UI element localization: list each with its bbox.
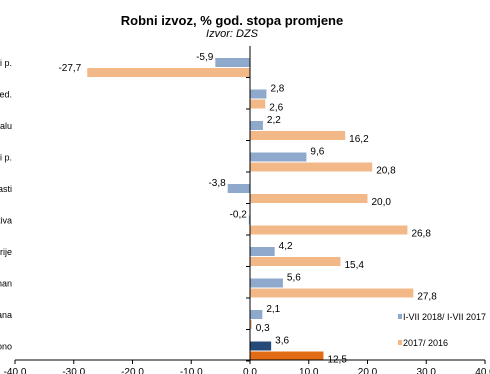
data-label-series-1: 2,1	[266, 304, 280, 315]
bar-series-1	[250, 341, 272, 351]
x-tick-label: -10.0	[180, 367, 203, 374]
legend-label-series-2: 2017/ 2016	[403, 338, 448, 348]
data-label-series-2: 27,8	[417, 292, 437, 303]
data-label-series-2: 15,4	[344, 260, 364, 271]
data-label-series-1: -0,2	[230, 210, 248, 221]
category-label: alu	[0, 121, 12, 131]
bar-series-1	[250, 89, 267, 99]
bar-series-2	[250, 131, 346, 140]
data-label-series-1: 2,2	[267, 115, 281, 126]
bar-series-1	[250, 278, 283, 288]
x-tick-label: -20.0	[121, 367, 144, 374]
bar-series-2	[250, 99, 266, 109]
data-label-series-1: 2,8	[270, 84, 284, 95]
category-label: asti	[0, 184, 12, 194]
chart-source: Izvor: DZS	[206, 28, 258, 40]
x-tick-label: 10.0	[299, 367, 319, 374]
x-tick-label: -30.0	[62, 367, 85, 374]
data-label-series-1: -3,8	[208, 178, 226, 189]
category-label: tiva	[0, 216, 12, 226]
data-label-series-2: 20,8	[376, 166, 396, 177]
data-label-series-1: 4,2	[279, 241, 293, 252]
bar-series-1	[250, 152, 307, 162]
x-tick-label: 30.0	[417, 367, 437, 374]
data-label-series-1: 3,6	[275, 336, 289, 347]
category-label: i p.	[0, 153, 12, 163]
category-label: i p.	[0, 58, 12, 68]
bar-series-2	[250, 351, 324, 361]
x-tick-label: 40.0	[475, 367, 490, 374]
data-label-series-2: 0,3	[256, 323, 270, 334]
bar-series-2	[250, 257, 341, 266]
category-label: rije	[0, 247, 12, 257]
category-label: ono	[0, 342, 12, 352]
bar-series-1	[227, 184, 250, 193]
x-tick-label: 20.0	[358, 367, 378, 374]
bar-series-2	[250, 194, 368, 203]
legend-swatch-series-1	[398, 314, 402, 319]
bar-series-2	[250, 162, 373, 172]
data-label-series-1: 5,6	[287, 273, 301, 284]
data-label-series-1: -5,9	[196, 52, 214, 63]
data-label-series-2: 2,6	[269, 103, 283, 114]
legend-label-series-1: I-VII 2018/ I-VII 2017	[403, 312, 486, 322]
bar-series-1	[215, 58, 250, 67]
category-label: ed.	[0, 90, 12, 100]
category-label: ana	[0, 310, 12, 320]
legend-swatch-series-2	[398, 340, 402, 345]
bar-series-2	[250, 320, 252, 329]
data-label-series-2: 16,2	[349, 134, 369, 145]
bar-series-1	[250, 121, 263, 130]
data-label-series-2: 20,0	[372, 197, 392, 208]
x-tick-label: -40.0	[4, 367, 27, 374]
x-tick-label: 0.0	[243, 367, 257, 374]
bar-series-2	[250, 225, 408, 235]
chart-title: Robni izvoz, % god. stopa promjene	[120, 13, 344, 28]
bar-series-2	[250, 288, 414, 298]
bar-series-2	[87, 68, 250, 77]
bar-series-1	[250, 247, 275, 256]
data-label-series-2: -27,7	[58, 63, 81, 74]
data-label-series-1: 9,6	[310, 147, 324, 158]
data-label-series-2: 26,8	[411, 229, 431, 240]
bar-series-1	[250, 310, 263, 319]
bar-series-1	[248, 215, 250, 225]
category-label: nan	[0, 279, 12, 289]
